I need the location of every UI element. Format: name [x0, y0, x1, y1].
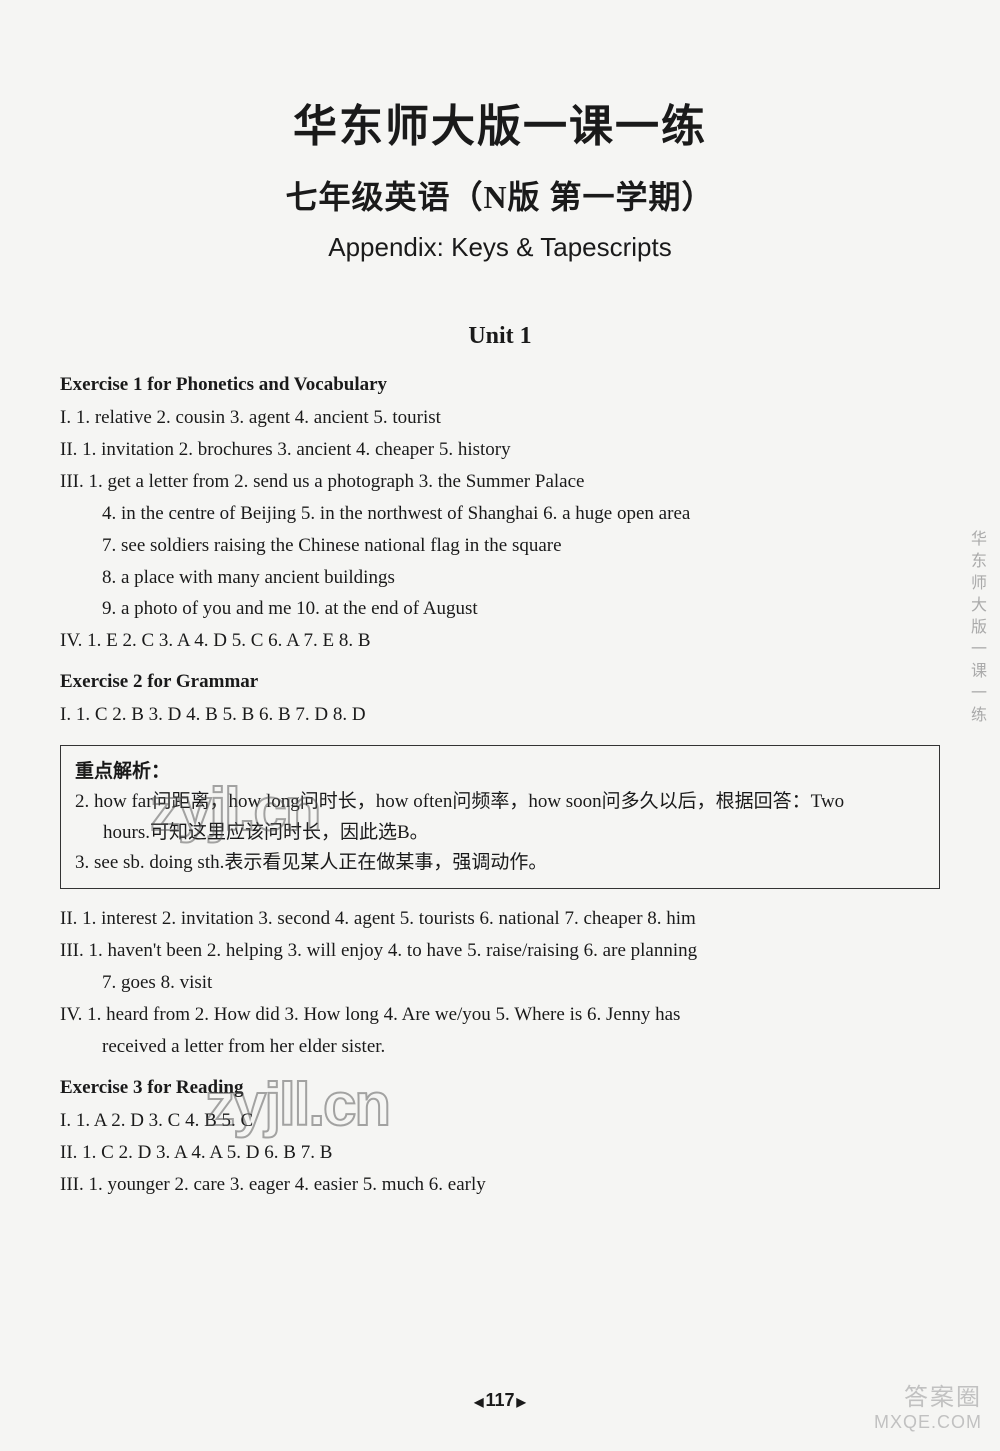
analysis-item-2a: 2. how far问距离，how long问时长，how often问频率，h…	[75, 787, 925, 817]
ex1-section-i: I. 1. relative 2. cousin 3. agent 4. anc…	[60, 402, 940, 434]
exercise-3-title: Exercise 3 for Reading	[60, 1077, 940, 1099]
ex2-section-i: I. 1. C 2. B 3. D 4. B 5. B 6. B 7. D 8.…	[60, 699, 940, 731]
appendix-title: Appendix: Keys & Tapescripts	[60, 232, 940, 263]
ex1-section-iii-line5: 9. a photo of you and me 10. at the end …	[60, 593, 940, 625]
sub-title: 七年级英语（N版 第一学期）	[60, 172, 940, 218]
side-vertical-text: 华东师大版一课一练	[964, 530, 988, 728]
ex2-section-iii-line1: III. 1. haven't been 2. helping 3. will …	[60, 935, 940, 967]
watermark-br-line1: 答案圈	[874, 1377, 982, 1412]
ex1-section-iii-line1: III. 1. get a letter from 2. send us a p…	[60, 466, 940, 498]
ex2-section-iv-line2: received a letter from her elder sister.	[60, 1031, 940, 1063]
ex3-section-i: I. 1. A 2. D 3. C 4. B 5. C	[60, 1105, 940, 1137]
ex2-section-iii-line2: 7. goes 8. visit	[60, 967, 940, 999]
analysis-box: 重点解析： 2. how far问距离，how long问时长，how ofte…	[60, 745, 940, 889]
exercise-1-title: Exercise 1 for Phonetics and Vocabulary	[60, 374, 940, 396]
analysis-heading: 重点解析：	[75, 756, 925, 783]
exercise-2-title: Exercise 2 for Grammar	[60, 671, 940, 693]
ex1-section-iii-line4: 8. a place with many ancient buildings	[60, 562, 940, 594]
watermark-bottom-right: 答案圈 MXQE.COM	[874, 1377, 982, 1433]
ex1-section-iv: IV. 1. E 2. C 3. A 4. D 5. C 6. A 7. E 8…	[60, 625, 940, 657]
ex1-section-ii: II. 1. invitation 2. brochures 3. ancien…	[60, 434, 940, 466]
ex1-section-iii-line2: 4. in the centre of Beijing 5. in the no…	[60, 498, 940, 530]
analysis-item-2b: hours.可知这里应该问时长，因此选B。	[75, 818, 925, 848]
page-number: 117	[474, 1390, 526, 1411]
unit-heading: Unit 1	[60, 323, 940, 350]
ex3-section-iii: III. 1. younger 2. care 3. eager 4. easi…	[60, 1169, 940, 1201]
ex2-section-iv-line1: IV. 1. heard from 2. How did 3. How long…	[60, 999, 940, 1031]
ex2-section-ii: II. 1. interest 2. invitation 3. second …	[60, 903, 940, 935]
watermark-br-line2: MXQE.COM	[874, 1412, 982, 1433]
analysis-item-3: 3. see sb. doing sth.表示看见某人正在做某事，强调动作。	[75, 848, 925, 878]
page-container: 华东师大版一课一练 七年级英语（N版 第一学期） Appendix: Keys …	[0, 0, 1000, 1231]
main-title: 华东师大版一课一练	[60, 90, 940, 154]
ex1-section-iii-line3: 7. see soldiers raising the Chinese nati…	[60, 530, 940, 562]
ex3-section-ii: II. 1. C 2. D 3. A 4. A 5. D 6. B 7. B	[60, 1137, 940, 1169]
